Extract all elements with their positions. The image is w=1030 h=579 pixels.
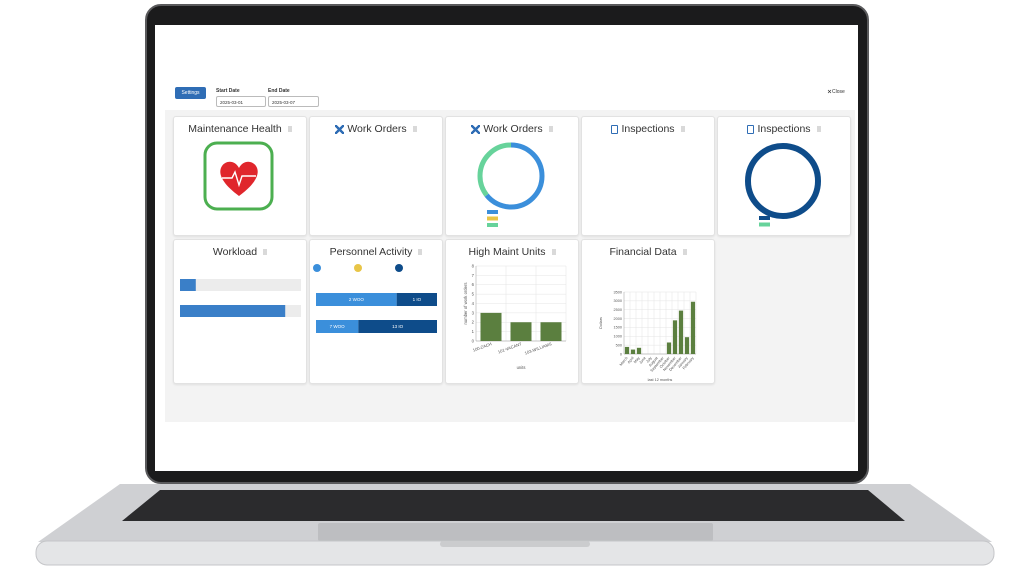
close-button[interactable]: Close — [832, 89, 845, 95]
drag-handle[interactable] — [680, 126, 685, 132]
drag-handle[interactable] — [551, 249, 556, 255]
card: Maintenance Health — [173, 116, 307, 236]
card: Work Orders — [309, 116, 443, 236]
keyboard — [122, 490, 905, 521]
card-title: Maintenance Health — [174, 123, 306, 135]
card-title: Inspections — [582, 123, 714, 135]
drag-handle[interactable] — [682, 249, 687, 255]
tools-icon — [471, 124, 481, 134]
card: Inspections — [581, 116, 715, 236]
card-title-text: Workload — [212, 246, 258, 258]
card: Inspections — [717, 116, 851, 236]
notch — [440, 541, 590, 547]
drag-handle[interactable] — [287, 126, 292, 132]
card-title-text: Inspections — [621, 123, 675, 135]
card-title-text: Work Orders — [483, 123, 543, 135]
drag-handle[interactable] — [548, 126, 553, 132]
card-title: High Maint Units — [446, 246, 578, 258]
end-date-input[interactable]: 2025-03-07 — [268, 96, 319, 107]
card-title-text: Personnel Activity — [329, 246, 413, 258]
card-title: Financial Data — [582, 246, 714, 258]
drag-handle[interactable] — [263, 249, 268, 255]
start-date-input[interactable]: 2025-03-01 — [216, 96, 266, 107]
end-date-label: End Date — [268, 88, 290, 94]
clip-icon — [611, 124, 619, 134]
card-title-text: Work Orders — [347, 123, 407, 135]
trackpad — [318, 523, 713, 541]
tools-icon — [335, 124, 345, 134]
drag-handle[interactable] — [816, 126, 821, 132]
card: High Maint Units — [445, 239, 579, 384]
card-title-text: Maintenance Health — [188, 123, 282, 135]
card-title: Work Orders — [310, 123, 442, 135]
settings-button[interactable]: Settings — [175, 87, 206, 99]
card: Workload — [173, 239, 307, 384]
start-date-label: Start Date — [216, 88, 240, 94]
card-title: Personnel Activity — [310, 246, 442, 258]
card-title: Work Orders — [446, 123, 578, 135]
drag-handle[interactable] — [418, 249, 423, 255]
card: Personnel Activity — [309, 239, 443, 384]
card-title: Workload — [174, 246, 306, 258]
card-title: Inspections — [718, 123, 850, 135]
card: Financial Data — [581, 239, 715, 384]
card: Work Orders — [445, 116, 579, 236]
card-title-text: Inspections — [757, 123, 811, 135]
card-title-text: High Maint Units — [468, 246, 546, 258]
drag-handle[interactable] — [412, 126, 417, 132]
clip-icon — [747, 124, 755, 134]
card-title-text: Financial Data — [609, 246, 677, 258]
